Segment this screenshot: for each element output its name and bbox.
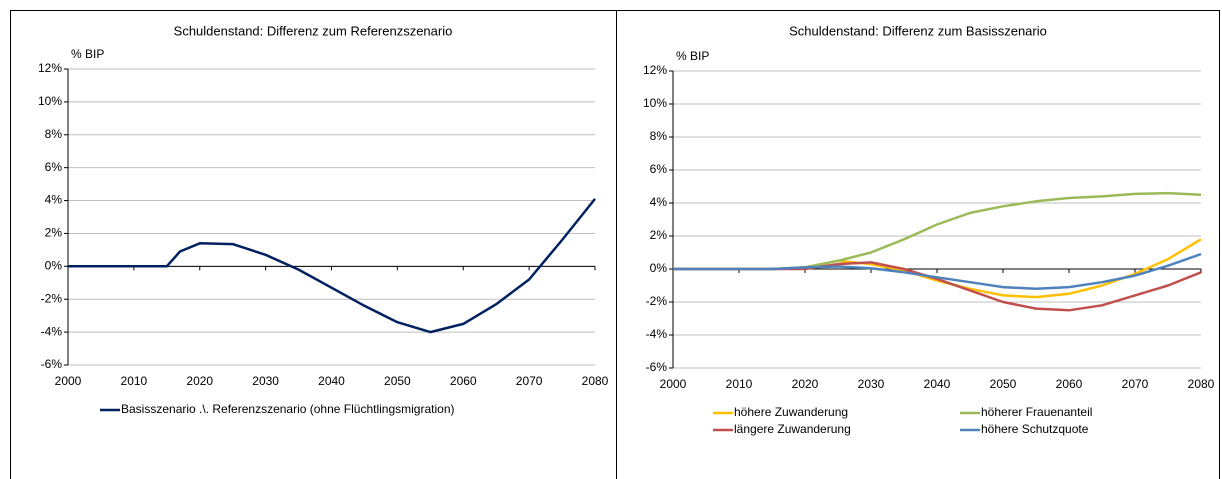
y-tick-label: 0% bbox=[45, 259, 63, 273]
y-tick-label: -2% bbox=[41, 291, 63, 305]
panel-frame bbox=[616, 10, 1220, 479]
series-line bbox=[673, 191, 1202, 271]
x-tick-label: 2010 bbox=[121, 374, 148, 388]
y-tick-label: -6% bbox=[41, 357, 63, 371]
y-tick-label: 12% bbox=[643, 63, 667, 77]
legend-label: höhere Zuwanderung bbox=[734, 405, 848, 419]
x-tick-label: 2040 bbox=[318, 374, 345, 388]
y-tick-label: 10% bbox=[643, 96, 667, 110]
x-tick-label: 2030 bbox=[252, 374, 279, 388]
y-tick-label: -4% bbox=[646, 327, 668, 341]
x-tick-label: 2000 bbox=[55, 374, 82, 388]
y-tick-label: 4% bbox=[650, 195, 668, 209]
x-tick-label: 2060 bbox=[450, 374, 477, 388]
y-tick-label: 6% bbox=[45, 160, 63, 174]
x-tick-label: 2070 bbox=[1122, 377, 1149, 391]
legend-label: Basisszenario .\. Referenzszenario (ohne… bbox=[121, 402, 455, 416]
y-tick-label: -2% bbox=[646, 294, 668, 308]
x-tick-label: 2070 bbox=[516, 374, 543, 388]
y-tick-label: 10% bbox=[38, 94, 62, 108]
y-tick-label: -6% bbox=[646, 360, 668, 374]
x-tick-label: 2060 bbox=[1056, 377, 1083, 391]
x-tick-label: 2050 bbox=[990, 377, 1017, 391]
y-tick-label: 6% bbox=[650, 162, 668, 176]
x-tick-label: 2020 bbox=[792, 377, 819, 391]
y-tick-label: 8% bbox=[650, 129, 668, 143]
y-tick-label: 12% bbox=[38, 61, 62, 75]
series-line bbox=[68, 198, 596, 334]
y-axis-label: % BIP bbox=[676, 49, 709, 63]
x-tick-label: 2050 bbox=[384, 374, 411, 388]
x-tick-label: 2020 bbox=[186, 374, 213, 388]
legend-label: höherer Frauenanteil bbox=[981, 405, 1092, 419]
x-tick-label: 2010 bbox=[726, 377, 753, 391]
x-tick-label: 2080 bbox=[582, 374, 609, 388]
x-tick-label: 2030 bbox=[858, 377, 885, 391]
legend-label: höhere Schutzquote bbox=[981, 422, 1089, 436]
y-tick-label: 8% bbox=[45, 127, 63, 141]
chart-title: Schuldenstand: Differenz zum Basisszenar… bbox=[789, 23, 1047, 38]
x-tick-label: 2000 bbox=[660, 377, 687, 391]
chart-title: Schuldenstand: Differenz zum Referenzsze… bbox=[174, 23, 453, 38]
x-tick-label: 2080 bbox=[1188, 377, 1215, 391]
y-tick-label: 2% bbox=[650, 228, 668, 242]
y-tick-label: 2% bbox=[45, 226, 63, 240]
series-line bbox=[673, 252, 1202, 291]
x-tick-label: 2040 bbox=[924, 377, 951, 391]
y-axis-label: % BIP bbox=[71, 47, 104, 61]
y-tick-label: 0% bbox=[650, 261, 668, 275]
y-tick-label: 4% bbox=[45, 193, 63, 207]
legend-label: längere Zuwanderung bbox=[734, 422, 851, 436]
y-tick-label: -4% bbox=[41, 324, 63, 338]
